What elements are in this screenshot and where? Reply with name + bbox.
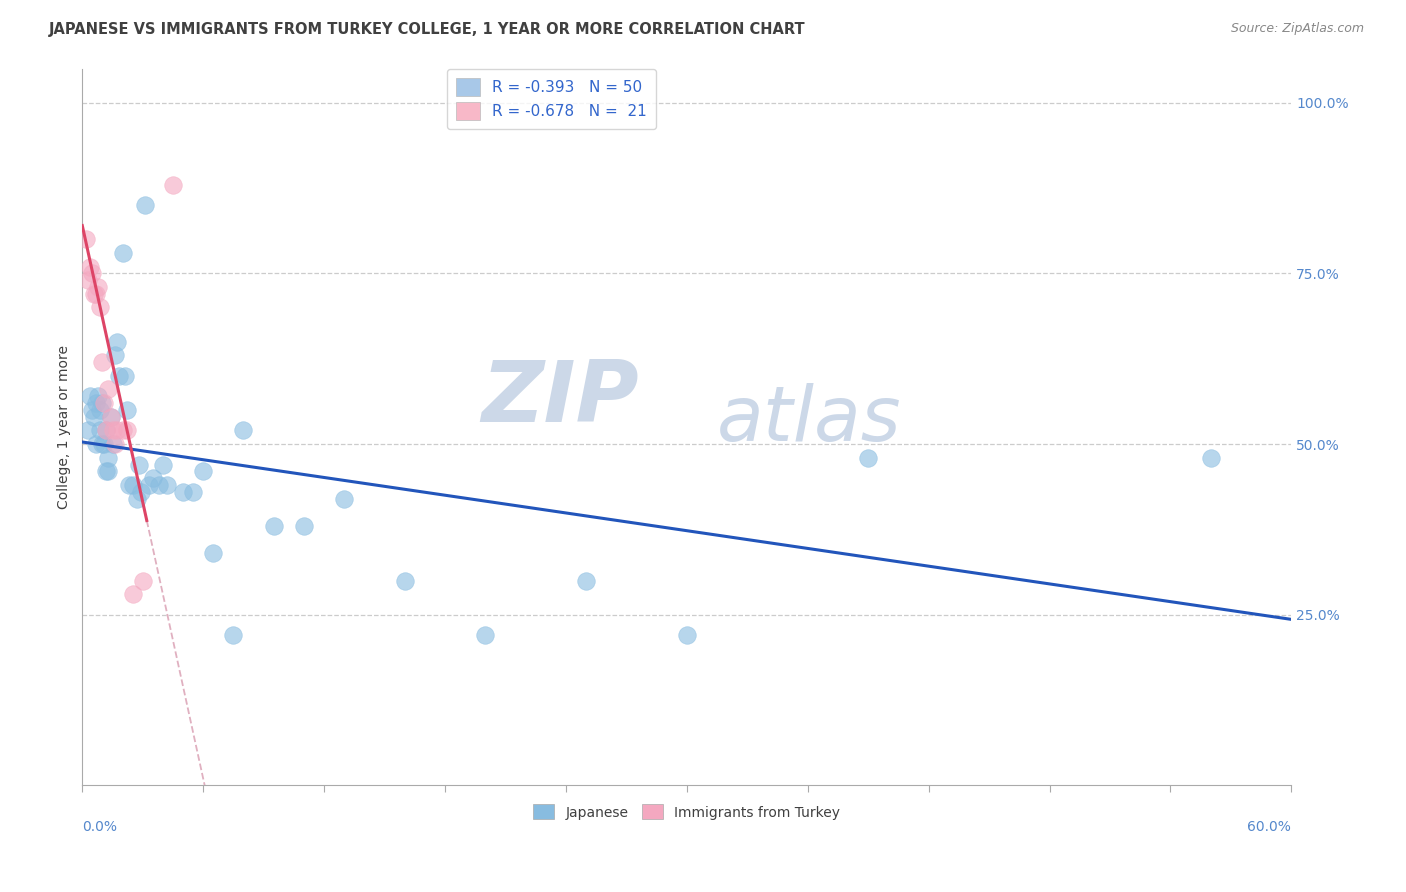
Y-axis label: College, 1 year or more: College, 1 year or more: [58, 345, 72, 509]
Point: [114, 368, 136, 383]
Point: [107, 368, 129, 383]
Point: [222, 628, 245, 642]
Point: [79, 260, 101, 274]
Point: [89, 403, 111, 417]
Point: [83, 409, 105, 424]
Point: [86, 286, 108, 301]
Point: [129, 484, 152, 499]
Point: [142, 471, 165, 485]
Point: [96, 423, 118, 437]
Point: [93, 437, 115, 451]
Point: [91, 437, 114, 451]
Point: [856, 450, 879, 465]
Point: [79, 389, 101, 403]
Point: [91, 355, 114, 369]
Point: [103, 348, 125, 362]
Point: [138, 478, 160, 492]
Point: [77, 273, 100, 287]
Point: [232, 423, 254, 437]
Point: [333, 491, 356, 506]
Point: [162, 178, 184, 192]
Point: [675, 628, 697, 642]
Text: ZIP: ZIP: [481, 357, 638, 440]
Point: [292, 519, 315, 533]
Point: [96, 464, 118, 478]
Point: [82, 266, 104, 280]
Text: Source: ZipAtlas.com: Source: ZipAtlas.com: [1230, 22, 1364, 36]
Point: [86, 396, 108, 410]
Point: [105, 423, 128, 437]
Point: [193, 464, 215, 478]
Point: [1199, 450, 1222, 465]
Point: [77, 423, 100, 437]
Point: [86, 437, 108, 451]
Text: atlas: atlas: [717, 383, 901, 457]
Point: [75, 232, 97, 246]
Legend: Japanese, Immigrants from Turkey: Japanese, Immigrants from Turkey: [527, 798, 846, 825]
Point: [125, 491, 148, 506]
Point: [87, 280, 110, 294]
Point: [105, 334, 128, 349]
Point: [96, 423, 118, 437]
Point: [100, 409, 122, 424]
Point: [128, 458, 150, 472]
Point: [156, 478, 179, 492]
Point: [82, 403, 104, 417]
Point: [263, 519, 285, 533]
Point: [117, 478, 139, 492]
Point: [121, 587, 143, 601]
Point: [83, 286, 105, 301]
Point: [93, 396, 115, 410]
Point: [394, 574, 416, 588]
Point: [152, 458, 174, 472]
Point: [474, 628, 496, 642]
Point: [97, 464, 120, 478]
Text: 60.0%: 60.0%: [1247, 820, 1291, 834]
Point: [132, 574, 155, 588]
Text: JAPANESE VS IMMIGRANTS FROM TURKEY COLLEGE, 1 YEAR OR MORE CORRELATION CHART: JAPANESE VS IMMIGRANTS FROM TURKEY COLLE…: [49, 22, 806, 37]
Point: [101, 437, 124, 451]
Point: [87, 389, 110, 403]
Point: [575, 574, 598, 588]
Point: [101, 423, 124, 437]
Point: [181, 484, 204, 499]
Point: [103, 437, 125, 451]
Point: [202, 546, 225, 560]
Point: [89, 423, 111, 437]
Point: [121, 478, 143, 492]
Point: [172, 484, 194, 499]
Point: [148, 478, 170, 492]
Point: [97, 383, 120, 397]
Point: [134, 198, 156, 212]
Point: [111, 245, 134, 260]
Point: [100, 409, 122, 424]
Point: [91, 396, 114, 410]
Point: [115, 423, 138, 437]
Point: [97, 450, 120, 465]
Point: [111, 423, 134, 437]
Point: [115, 403, 138, 417]
Text: 0.0%: 0.0%: [83, 820, 117, 834]
Point: [89, 301, 111, 315]
